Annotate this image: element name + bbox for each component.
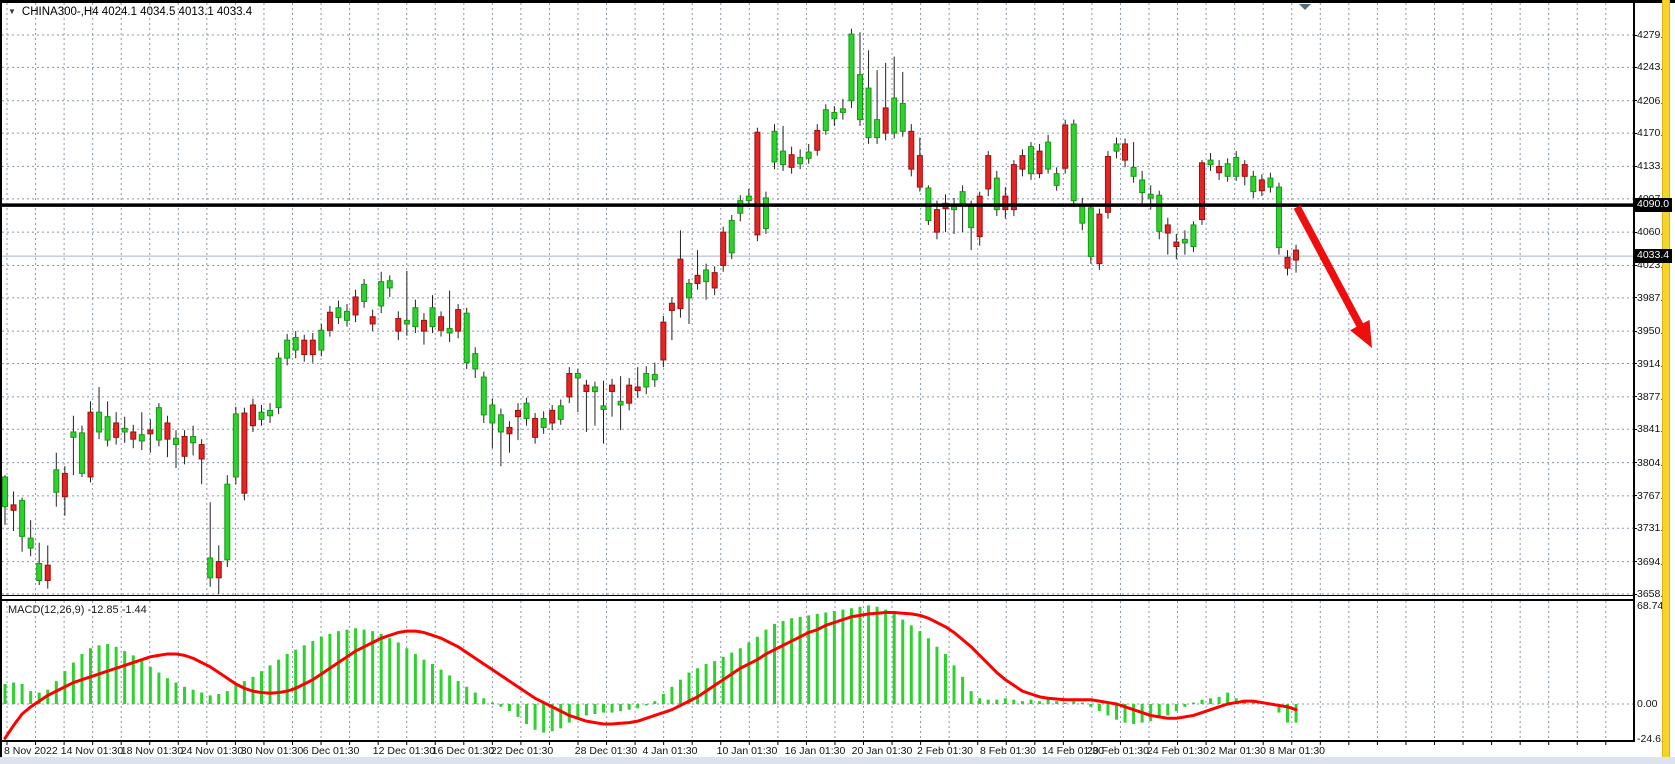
macd-axis-label: 68.74 — [1637, 599, 1664, 612]
time-axis-label: 24 Feb 01:30 — [1147, 745, 1209, 757]
panel-separator-bottom — [2, 599, 1633, 601]
time-axis-label: 16 Jan 01:30 — [784, 745, 846, 757]
symbol-dropdown-icon[interactable]: ▼ — [8, 7, 16, 16]
time-axis-label: 8 Feb 01:30 — [979, 745, 1037, 757]
symbol-ohlc-text: CHINA300-,H4 4024.1 4034.5 4013.1 4033.4 — [21, 6, 253, 18]
price-tick — [1633, 363, 1637, 365]
price-axis-label: 3767.0 — [1637, 489, 1670, 502]
price-axis-label: 3987.0 — [1637, 291, 1670, 304]
time-axis-label: 20 Jan 01:30 — [851, 745, 913, 757]
price-tick — [1633, 561, 1637, 563]
macd-indicator-label: MACD(12,26,9) -12.85 -1.44 — [8, 604, 147, 616]
price-tick — [1633, 396, 1637, 398]
chart-shift-marker-icon — [1299, 4, 1311, 10]
current-price-badge: 4033.4 — [1634, 249, 1673, 264]
price-axis-label: 4243.0 — [1637, 61, 1670, 74]
time-axis-label: 18 Nov 01:30 — [120, 745, 184, 757]
time-axis-label: 8 Mar 01:30 — [1268, 745, 1326, 757]
price-tick — [1633, 165, 1637, 167]
price-tick — [1633, 100, 1637, 102]
time-axis-label: 6 Dec 01:30 — [302, 745, 360, 757]
time-axis-label: 22 Dec 01:30 — [490, 745, 554, 757]
price-tick — [1633, 132, 1637, 134]
price-tick — [1633, 66, 1637, 68]
status-strip — [0, 757, 1675, 764]
price-tick — [1633, 593, 1637, 595]
macd-axis-label: -24.61 — [1637, 733, 1667, 746]
trend-arrow-head — [1350, 319, 1372, 348]
time-axis-label: 14 Nov 01:30 — [60, 745, 124, 757]
time-axis-label: 30 Nov 01:30 — [240, 745, 304, 757]
price-tick — [1633, 428, 1637, 430]
price-tick — [1633, 462, 1637, 464]
time-axis-label: 4 Jan 01:30 — [642, 745, 698, 757]
price-axis-label: 4206.0 — [1637, 94, 1670, 107]
macd-axis-label: 0.00 — [1637, 698, 1658, 710]
trend-arrow[interactable] — [1293, 205, 1365, 331]
time-axis-label: 2 Feb 01:30 — [916, 745, 974, 757]
time-axis-label: 16 Dec 01:30 — [431, 745, 495, 757]
price-axis-label: 4060.0 — [1637, 226, 1670, 239]
hline-price-badge: 4090.0 — [1634, 198, 1673, 213]
left-border — [0, 0, 2, 757]
price-tick — [1633, 264, 1637, 266]
macd-bottom-border — [0, 740, 1635, 742]
time-axis-label: 28 Dec 01:30 — [574, 745, 638, 757]
price-tick — [1633, 34, 1637, 36]
price-axis-line — [1633, 0, 1635, 742]
time-axis-label: 20 Feb 01:30 — [1087, 745, 1149, 757]
price-axis-label: 3914.0 — [1637, 357, 1670, 370]
top-border — [0, 0, 1675, 3]
price-axis-label: 3841.0 — [1637, 423, 1670, 436]
time-axis-label: 14 Feb 01:30 — [1042, 745, 1104, 757]
time-axis-label: 8 Nov 2022 — [4, 745, 58, 757]
price-tick — [1633, 330, 1637, 332]
price-axis-label: 4170.0 — [1637, 127, 1670, 140]
time-axis-label: 2 Mar 01:30 — [1209, 745, 1267, 757]
price-axis-label: 3731.0 — [1637, 522, 1670, 535]
window-edge-stripe — [1662, 0, 1670, 764]
price-tick — [1633, 231, 1637, 233]
time-axis-label: 10 Jan 01:30 — [716, 745, 778, 757]
price-tick — [1633, 297, 1637, 299]
price-axis-label: 3877.0 — [1637, 390, 1670, 403]
time-axis-label: 24 Nov 01:30 — [180, 745, 244, 757]
panel-separator-top — [2, 595, 1633, 596]
price-axis-label: 3694.0 — [1637, 555, 1670, 568]
price-axis-label: 3658.0 — [1637, 588, 1670, 600]
time-axis-label: 12 Dec 01:30 — [372, 745, 436, 757]
price-tick — [1633, 495, 1637, 497]
price-axis-label: 3950.0 — [1637, 325, 1670, 338]
chart-title: ▼ CHINA300-,H4 4024.1 4034.5 4013.1 4033… — [8, 6, 252, 18]
price-axis-label: 4279.0 — [1637, 29, 1670, 41]
price-axis-label: 3804.0 — [1637, 456, 1670, 469]
price-axis-label: 4133.0 — [1637, 160, 1670, 173]
price-tick — [1633, 527, 1637, 529]
